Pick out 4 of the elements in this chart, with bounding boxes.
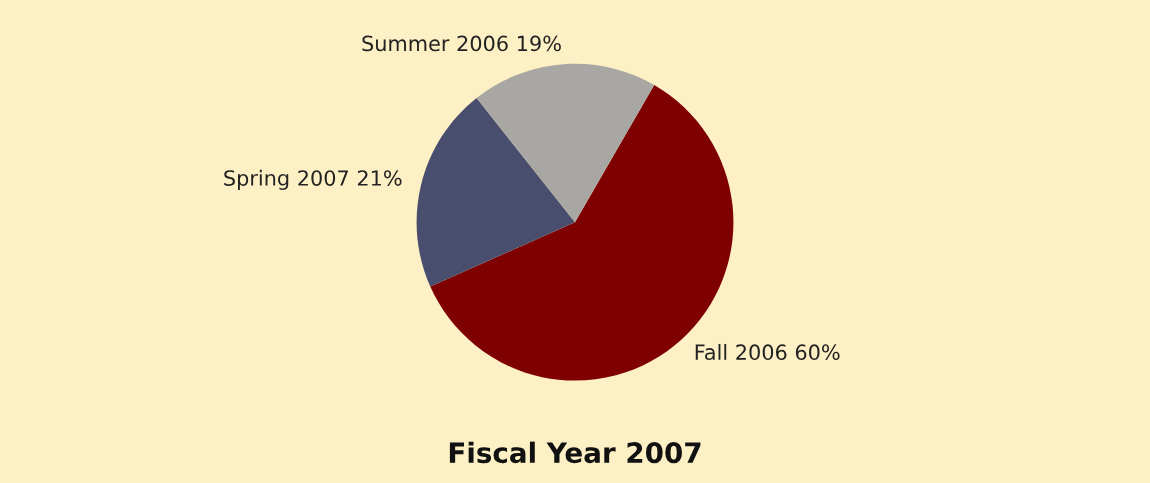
text: Fiscal Year 2007 [449, 441, 701, 464]
slice-label: Fall 2006 60% [695, 343, 840, 361]
slice-label: Spring 2007 21% [224, 169, 402, 190]
slice-label: Summer 2006 19% [362, 35, 561, 52]
